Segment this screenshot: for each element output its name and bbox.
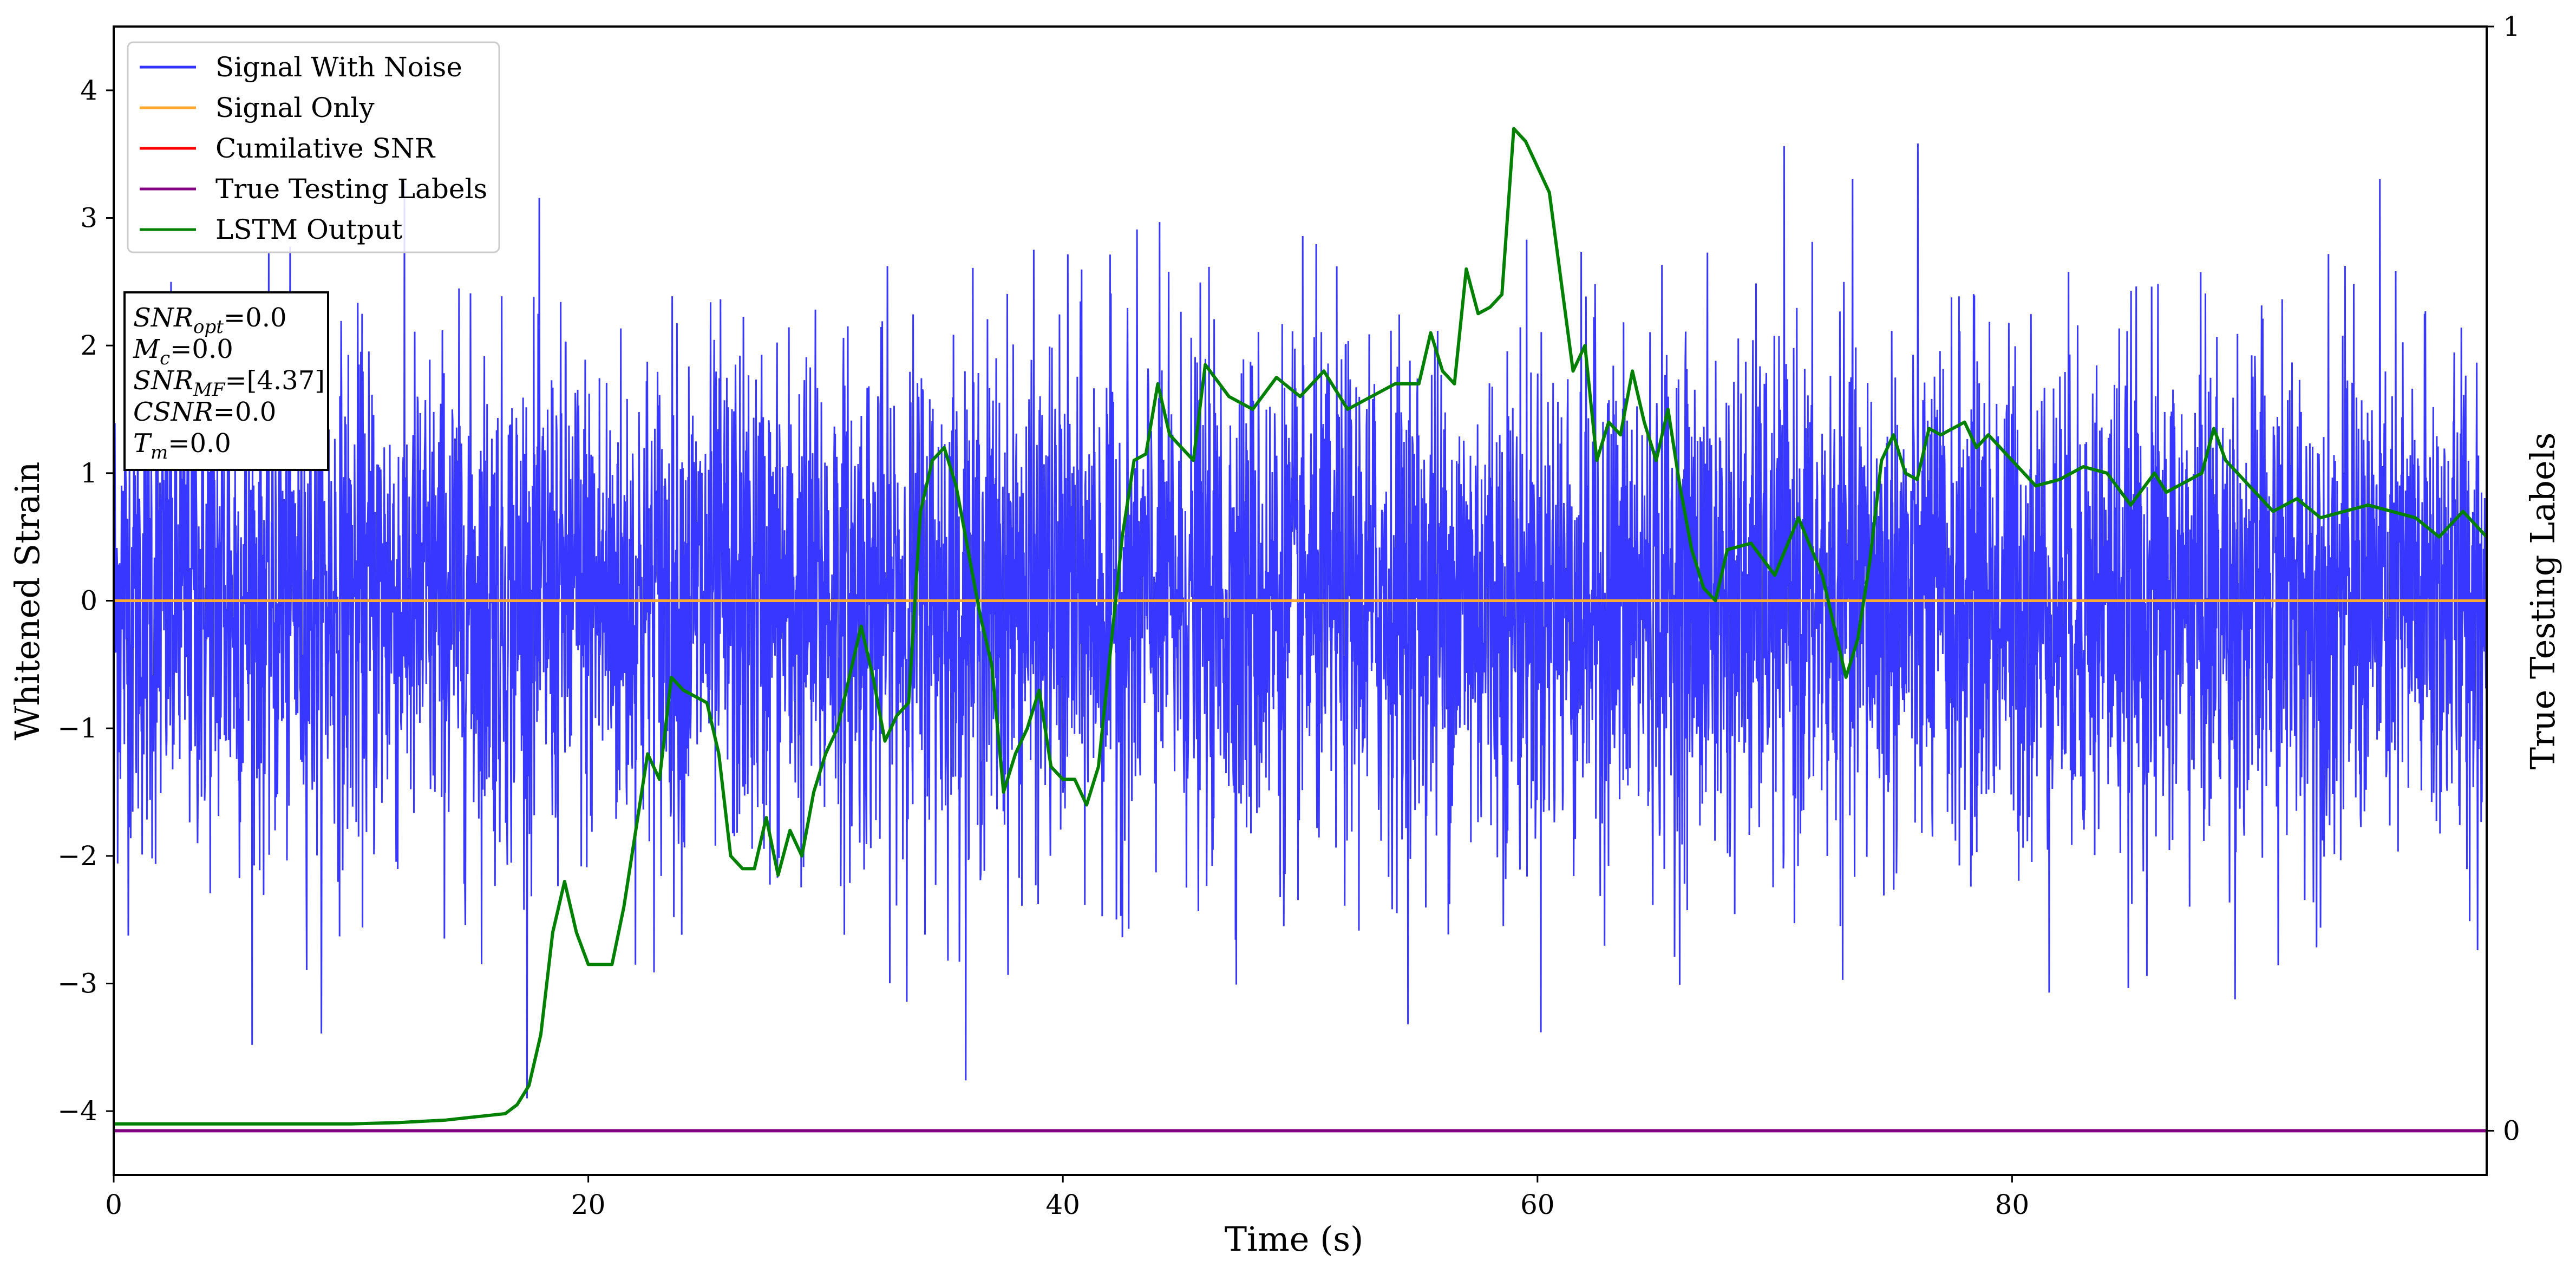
annotation-line: Mc=0.0	[133, 334, 233, 369]
y-axis-ticks: −4 −3 −2 −1 0 1 2 3 4	[57, 75, 114, 1127]
x-tick-label: 20	[571, 1189, 606, 1220]
series-lines	[114, 127, 2488, 1133]
annotation-line: CSNR=0.0	[133, 397, 276, 427]
legend-label: Cumilative SNR	[215, 133, 435, 164]
y-tick-label: −4	[57, 1095, 97, 1127]
legend-label: Signal Only	[215, 92, 375, 123]
y-tick-label: −2	[57, 840, 97, 872]
right-tick-label: 1	[2503, 11, 2520, 42]
legend-label: True Testing Labels	[215, 173, 487, 205]
x-tick-label: 0	[105, 1189, 122, 1220]
x-tick-label: 80	[1995, 1189, 2030, 1220]
lstm-output-line	[114, 127, 2488, 1126]
y-tick-label: −3	[57, 968, 97, 999]
x-axis-label: Time (s)	[1225, 1219, 1364, 1259]
x-axis-ticks: 0 20 40 60 80	[105, 1175, 2029, 1220]
y-tick-label: 0	[80, 585, 97, 617]
right-tick-label: 0	[2503, 1115, 2520, 1146]
legend: Signal With Noise Signal Only Cumilative S…	[127, 41, 500, 253]
annotation-line: SNRMF=[4.37]	[133, 365, 325, 401]
x-tick-label: 40	[1045, 1189, 1080, 1220]
snr-annotation-box: SNRopt=0.0Mc=0.0SNRMF=[4.37]CSNR=0.0Tm=0…	[123, 291, 329, 471]
y-tick-label: 2	[80, 330, 97, 361]
y-axis-label: Whitened Strain	[8, 462, 47, 741]
annotation-box	[123, 291, 329, 471]
legend-box	[127, 41, 500, 253]
x-tick-label: 60	[1520, 1189, 1555, 1220]
annotation-line: SNRopt=0.0	[133, 303, 287, 338]
y-tick-label: 3	[80, 202, 97, 234]
legend-label: Signal With Noise	[215, 51, 462, 83]
y-tick-label: 4	[80, 75, 97, 106]
annotation-line: Tm=0.0	[133, 428, 231, 463]
legend-label: LSTM Output	[215, 214, 402, 245]
right-axis-label: True Testing Labels	[2523, 433, 2562, 770]
signal-with-noise-series	[113, 143, 2488, 1099]
y-tick-label: 1	[80, 458, 97, 489]
y-tick-label: −1	[57, 713, 97, 744]
signal-with-noise-line	[113, 143, 2488, 1099]
right-axis-ticks: 01	[2487, 11, 2520, 1146]
